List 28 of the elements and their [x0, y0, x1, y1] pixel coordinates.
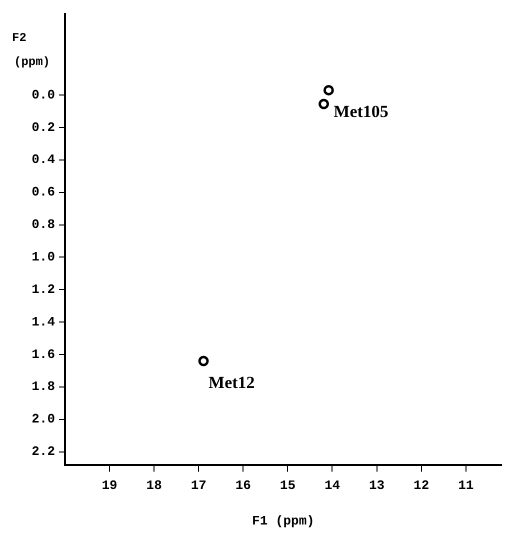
x-tick-label: 12: [414, 478, 430, 493]
y-tick-label: 0.6: [32, 184, 56, 200]
x-tick-label: 13: [368, 478, 385, 493]
x-tick-label: 14: [324, 478, 340, 493]
y-tick-label: 1.8: [32, 379, 56, 394]
annotation: Met12: [208, 372, 255, 392]
y-tick-label: 1.6: [32, 346, 56, 362]
x-tick-label: 11: [458, 478, 474, 493]
annotation: Met105: [334, 102, 388, 122]
x-tick-label: 17: [190, 478, 206, 493]
y-tick-label: 0.2: [32, 120, 56, 135]
x-tick-label: 16: [235, 478, 252, 493]
y-tick-label: 1.0: [32, 250, 56, 265]
x-tick-label: 18: [146, 478, 162, 493]
point: [323, 84, 334, 96]
y-axis-title: F2 (ppm): [12, 31, 50, 70]
y-tick-label: 0.4: [32, 152, 56, 168]
x-axis-title: F1 (ppm): [252, 513, 314, 528]
y-tick-label: 2.0: [32, 412, 56, 427]
y-tick-label: 0.8: [32, 217, 56, 232]
y-tick-label: 0.0: [32, 87, 56, 102]
point: [198, 356, 209, 366]
x-tick-label: 15: [280, 478, 296, 493]
x-tick-label: 19: [102, 478, 118, 493]
y-tick-label: 2.2: [32, 444, 56, 460]
y-tick-label: 1.4: [32, 314, 56, 330]
point: [318, 98, 330, 110]
y-tick-label: 1.2: [32, 282, 56, 297]
